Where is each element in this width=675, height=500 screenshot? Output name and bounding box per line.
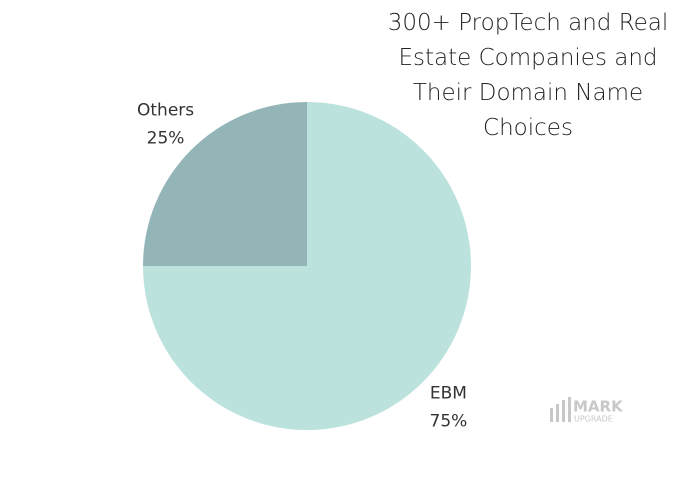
chart-title: 300+ PropTech and Real Estate Companies … xyxy=(387,10,669,141)
slice-value-label: 75% xyxy=(430,411,468,431)
logo-icon xyxy=(568,397,571,422)
logo-text: MARK xyxy=(573,398,624,416)
slice-value-label: 25% xyxy=(147,129,185,149)
pie-slice xyxy=(143,102,307,266)
logo-icon xyxy=(562,400,565,422)
logo: MARK UPGRADE xyxy=(550,397,624,424)
logo-icon xyxy=(556,404,559,422)
logo-icon xyxy=(550,408,553,422)
slice-label: Others xyxy=(137,101,194,121)
logo-text: UPGRADE xyxy=(574,415,613,424)
slice-label: EBM xyxy=(430,383,467,403)
